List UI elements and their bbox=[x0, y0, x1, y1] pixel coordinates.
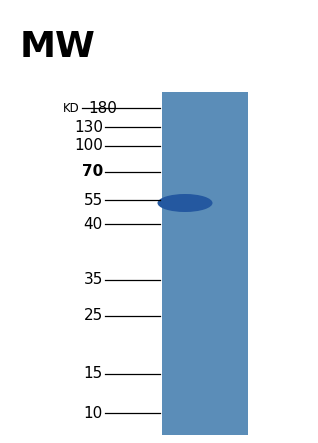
Text: 55: 55 bbox=[84, 193, 103, 207]
Text: MW: MW bbox=[20, 30, 96, 64]
Text: 40: 40 bbox=[84, 217, 103, 232]
Text: 15: 15 bbox=[84, 366, 103, 381]
Text: 10: 10 bbox=[84, 405, 103, 420]
Text: KD: KD bbox=[63, 101, 80, 114]
Ellipse shape bbox=[157, 194, 212, 212]
Text: 35: 35 bbox=[84, 272, 103, 288]
Bar bbox=[162, 92, 248, 435]
Text: 100: 100 bbox=[74, 139, 103, 154]
Text: 70: 70 bbox=[82, 164, 103, 179]
Text: 25: 25 bbox=[84, 308, 103, 323]
Text: 130: 130 bbox=[74, 120, 103, 135]
Text: 180: 180 bbox=[88, 101, 117, 116]
